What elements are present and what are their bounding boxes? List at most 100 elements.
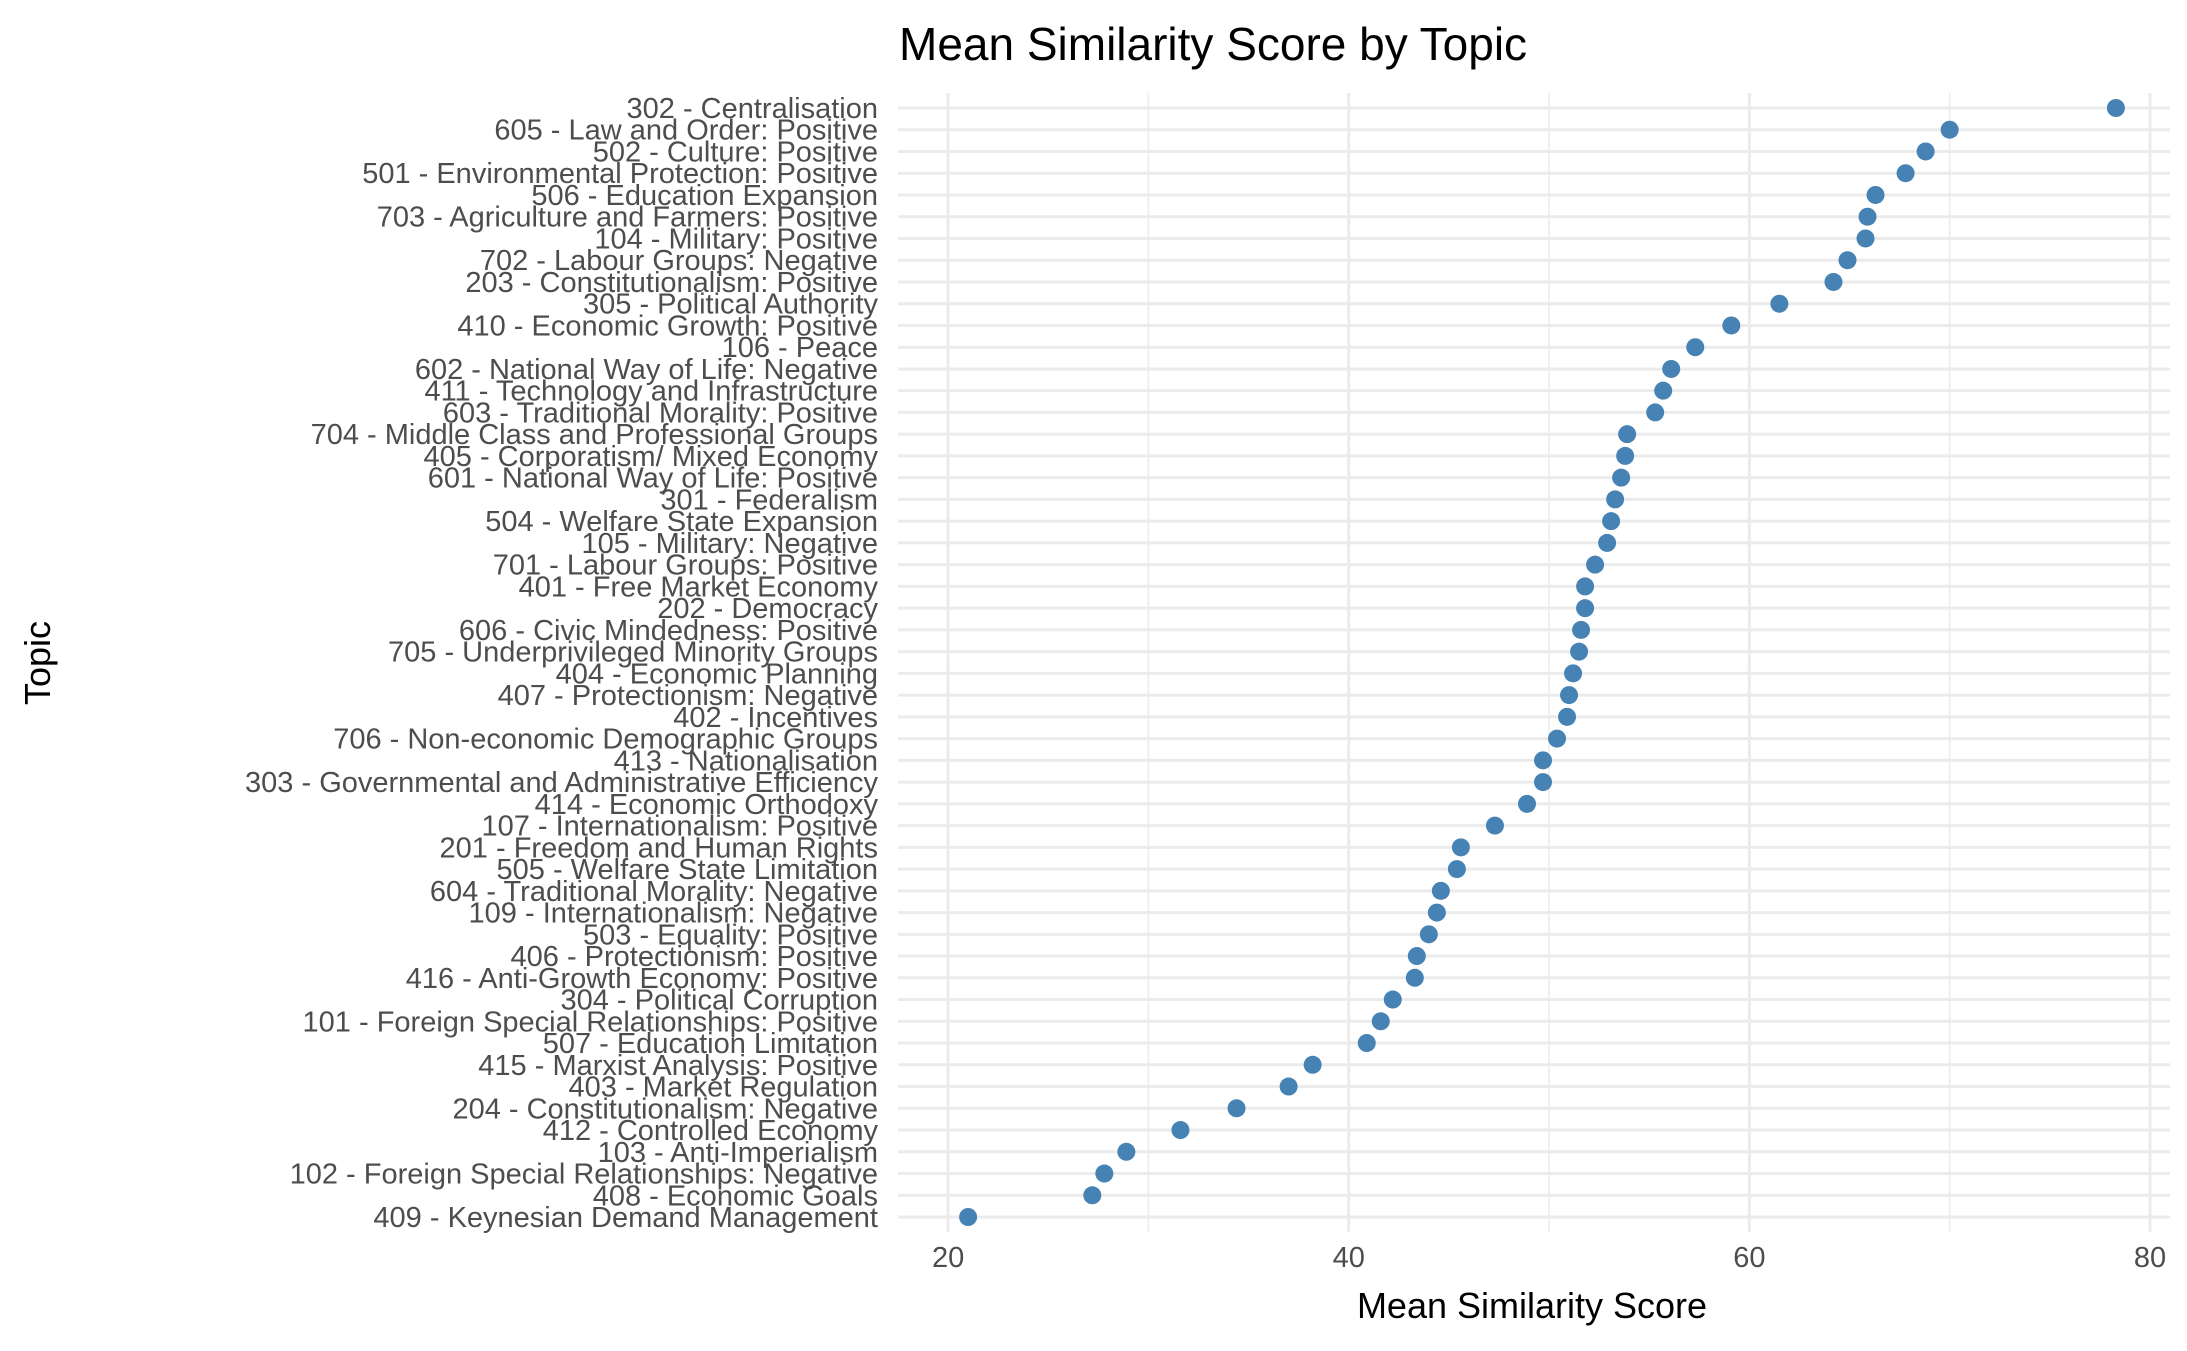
data-point — [1095, 1164, 1114, 1183]
y-tick-label: 503 - Equality: Positive — [583, 919, 878, 951]
y-tick-label: 107 - Internationalism: Positive — [481, 811, 878, 843]
y-tick-label: 202 - Democracy — [657, 593, 878, 625]
y-tick-label: 507 - Education Limitation — [543, 1028, 878, 1060]
data-point — [1548, 729, 1567, 748]
y-tick-label: 304 - Political Corruption — [560, 985, 878, 1017]
y-tick-label: 602 - National Way of Life: Negative — [415, 354, 878, 386]
data-point — [1534, 773, 1553, 792]
data-point — [1427, 903, 1446, 922]
data-point — [1485, 816, 1504, 835]
y-tick-label: 102 - Foreign Special Relationships: Neg… — [290, 1159, 878, 1191]
x-tick-labels: 20 40 60 80 — [932, 1242, 2166, 1274]
x-tick-label: 40 — [1333, 1242, 1365, 1274]
y-tick-label: 702 - Labour Groups: Negative — [480, 245, 878, 277]
data-point — [1770, 294, 1789, 313]
y-tick-label: 605 - Law and Order: Positive — [494, 115, 878, 147]
y-tick-label: 204 - Constitutionalism: Negative — [452, 1093, 878, 1125]
y-tick-label: 305 - Political Authority — [583, 289, 878, 321]
data-point — [1858, 207, 1877, 226]
y-tick-label: 414 - Economic Orthodoxy — [535, 789, 879, 821]
data-point — [1558, 707, 1577, 726]
y-tick-label: 704 - Middle Class and Professional Grou… — [311, 419, 878, 451]
data-point — [1654, 381, 1673, 400]
y-tick-label: 301 - Federalism — [660, 484, 878, 516]
x-tick-label: 60 — [1733, 1242, 1765, 1274]
data-point — [1419, 925, 1438, 944]
data-point — [1618, 425, 1637, 444]
y-tick-label: 601 - National Way of Life: Positive — [428, 463, 878, 495]
y-tick-label: 404 - Economic Planning — [556, 658, 878, 690]
data-point — [1612, 468, 1631, 487]
data-point — [1940, 120, 1959, 139]
y-tick-label: 416 - Anti-Growth Economy: Positive — [406, 963, 878, 995]
data-point — [1560, 686, 1579, 705]
y-tick-label: 506 - Education Expansion — [531, 180, 878, 212]
data-point — [1606, 490, 1625, 509]
y-tick-label: 201 - Freedom and Human Rights — [440, 832, 878, 864]
y-tick-label: 701 - Labour Groups: Positive — [493, 550, 878, 582]
data-point — [1602, 512, 1621, 531]
data-point — [1662, 359, 1681, 378]
data-point — [1451, 838, 1470, 857]
y-tick-label: 407 - Protectionism: Negative — [498, 680, 878, 712]
data-point — [1866, 185, 1885, 204]
data-point — [1303, 1055, 1322, 1074]
data-point — [1576, 599, 1595, 618]
y-tick-label: 406 - Protectionism: Positive — [511, 941, 878, 973]
y-tick-label: 302 - Centralisation — [627, 93, 878, 125]
data-point — [1357, 1034, 1376, 1053]
data-point — [1586, 555, 1605, 574]
data-point — [1576, 577, 1595, 596]
y-tick-label: 109 - Internationalism: Negative — [469, 898, 878, 930]
y-tick-label: 105 - Military: Negative — [581, 528, 878, 560]
data-point — [1431, 881, 1450, 900]
y-tick-label: 413 - Nationalisation — [614, 745, 878, 777]
y-tick-label: 106 - Peace — [722, 332, 878, 364]
data-point — [2106, 99, 2125, 117]
y-tick-label: 703 - Agriculture and Farmers: Positive — [377, 202, 878, 234]
y-tick-label: 415 - Marxist Analysis: Positive — [478, 1050, 878, 1082]
data-point — [1405, 968, 1424, 987]
y-tick-label: 401 - Free Market Economy — [519, 571, 879, 603]
data-point — [1517, 794, 1536, 813]
y-tick-label: 502 - Culture: Positive — [593, 136, 878, 168]
y-axis-title: Topic — [17, 621, 58, 705]
data-point — [1279, 1077, 1298, 1096]
data-point — [1896, 164, 1915, 183]
data-point — [1383, 990, 1402, 1009]
data-point — [1722, 316, 1741, 335]
x-tick-label: 20 — [932, 1242, 964, 1274]
data-point — [1824, 272, 1843, 291]
data-point — [1616, 446, 1635, 465]
y-tick-label: 606 - Civic Mindedness: Positive — [459, 615, 878, 647]
data-point — [959, 1208, 978, 1226]
data-points — [959, 99, 2125, 1226]
data-point — [1117, 1142, 1136, 1161]
data-point — [1572, 620, 1591, 639]
data-point — [1646, 403, 1665, 422]
y-tick-label: 603 - Traditional Morality: Positive — [443, 397, 878, 429]
y-tick-label: 101 - Foreign Special Relationships: Pos… — [303, 1006, 878, 1038]
chart-title: Mean Similarity Score by Topic — [899, 18, 1527, 70]
y-tick-label: 104 - Military: Positive — [594, 223, 878, 255]
y-tick-label: 405 - Corporatism/ Mixed Economy — [424, 441, 879, 473]
data-point — [1083, 1186, 1102, 1205]
y-tick-label: 408 - Economic Goals — [593, 1180, 878, 1212]
x-axis-title: Mean Similarity Score — [1357, 1285, 1707, 1326]
data-point — [1227, 1099, 1246, 1118]
y-tick-label: 411 - Technology and Infrastructure — [424, 376, 878, 408]
data-point — [1371, 1012, 1390, 1031]
data-point — [1407, 947, 1426, 966]
data-point — [1856, 229, 1875, 248]
y-tick-label: 403 - Market Regulation — [569, 1072, 879, 1104]
data-point — [1564, 664, 1583, 683]
y-tick-label: 303 - Governmental and Administrative Ef… — [245, 767, 878, 799]
y-tick-label: 705 - Underprivileged Minority Groups — [388, 637, 878, 669]
y-tick-label: 504 - Welfare State Expansion — [485, 506, 878, 538]
y-tick-label: 604 - Traditional Morality: Negative — [430, 876, 878, 908]
data-point — [1916, 142, 1935, 161]
y-tick-label: 410 - Economic Growth: Positive — [457, 310, 878, 342]
data-point — [1570, 642, 1589, 661]
data-point — [1686, 338, 1705, 357]
